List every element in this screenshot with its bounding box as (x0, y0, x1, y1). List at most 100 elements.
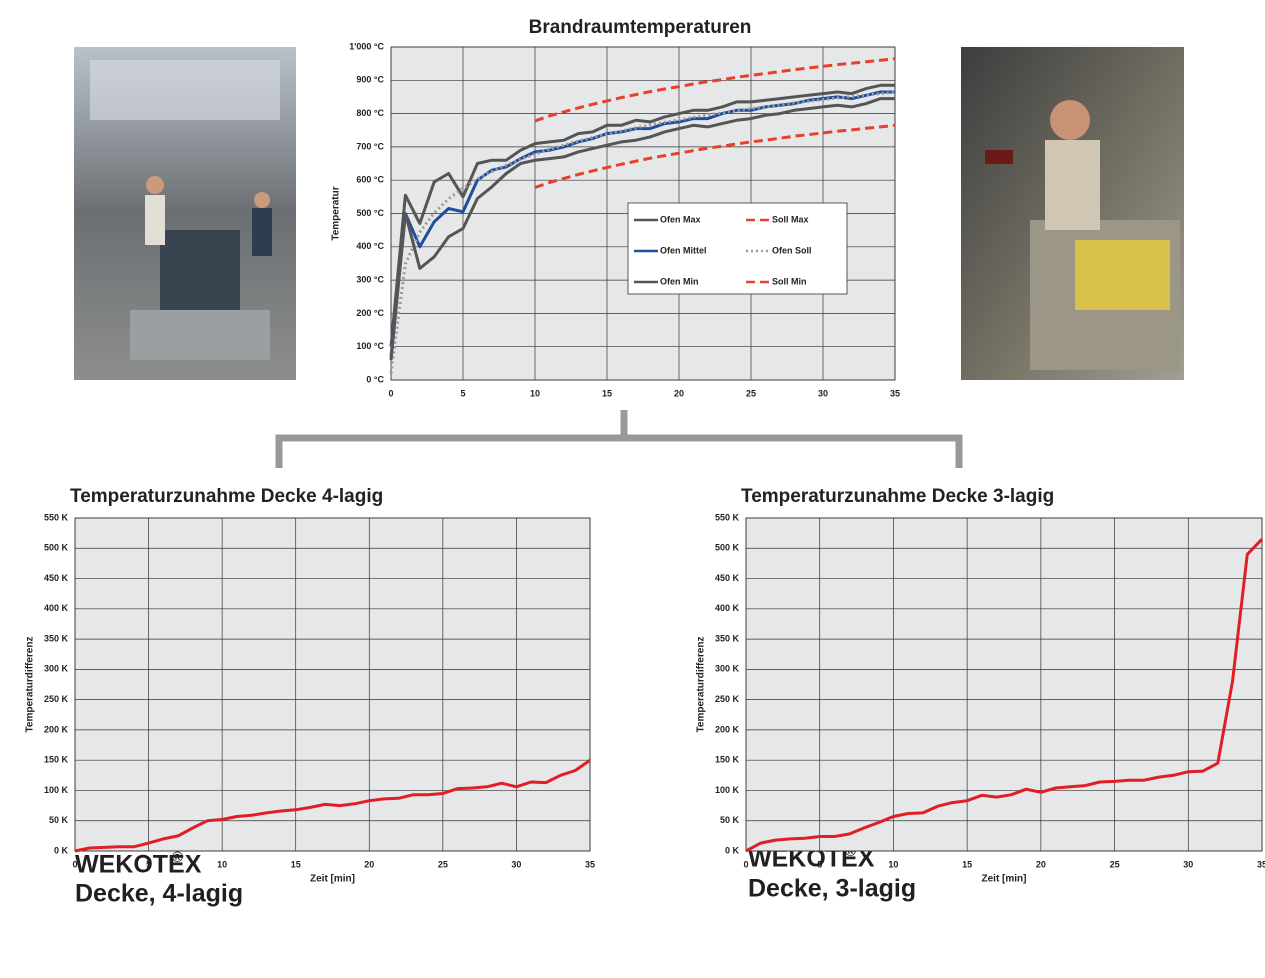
y-tick-label: 200 °C (356, 308, 384, 318)
series-line (389, 97, 895, 361)
x-tick-label: 25 (1110, 859, 1120, 869)
x-tick-label: 15 (602, 388, 612, 398)
y-tick-label: 300 °C (356, 274, 384, 284)
x-tick-label: 0 (388, 388, 393, 398)
legend-label: Ofen Min (660, 276, 699, 286)
x-tick-label: 25 (746, 388, 756, 398)
x-tick-label: 10 (530, 388, 540, 398)
y-tick-label: 300 K (715, 664, 740, 674)
series-line (389, 83, 895, 347)
x-tick-label: 5 (146, 859, 151, 869)
legend-label: Ofen Mittel (660, 245, 707, 255)
chart-title: Brandraumtemperaturen (529, 17, 752, 38)
y-axis-label: Temperaturdifferenz (696, 637, 707, 733)
legend-box (627, 202, 848, 295)
x-tick-label: 20 (674, 388, 684, 398)
y-tick-label: 600 °C (356, 175, 384, 185)
y-tick-label: 350 K (44, 633, 69, 643)
x-tick-label: 35 (890, 388, 900, 398)
x-tick-label: 30 (1183, 859, 1193, 869)
y-tick-label: 50 K (49, 815, 69, 825)
x-tick-label: 10 (888, 859, 898, 869)
y-tick-label: 300 K (44, 664, 69, 674)
plot-area (75, 518, 590, 851)
caption-label: Decke, 4-lagig (75, 880, 243, 908)
x-tick-label: 35 (585, 859, 595, 869)
y-tick-label: 500 °C (356, 208, 384, 218)
chart: 0 K 50 K 100 K 150 K 200 K 250 K 300 K 350 K 400… (696, 486, 1265, 885)
y-tick-label: 700 °C (356, 141, 384, 151)
x-tick-label: 20 (364, 859, 374, 869)
caption: WEKOTEX ® Decke, 4-lagig (75, 849, 243, 908)
plot-border (74, 517, 591, 852)
y-tick-label: 150 K (715, 755, 740, 765)
plot-border (745, 517, 1263, 852)
y-axis-label: Temperatur (331, 186, 342, 240)
y-tick-label: 900 °C (356, 75, 384, 85)
legend-label: Soll Min (772, 276, 807, 286)
plot-border (390, 46, 896, 381)
chart: 0 °C 100 °C 200 °C 300 °C 400 °C 500 °C 600 °C… (331, 17, 900, 398)
y-tick-label: 350 K (715, 633, 740, 643)
y-tick-label: 0 K (725, 845, 740, 855)
y-tick-label: 500 K (715, 543, 740, 553)
photo-worker (961, 47, 1184, 380)
series-line (74, 758, 591, 853)
y-axis-label: Temperaturdifferenz (25, 637, 36, 733)
legend: Ofen Max Soll Max Ofen Mittel Ofen Soll Ofen… (627, 202, 848, 295)
y-tick-label: 100 K (44, 785, 69, 795)
y-tick-label: 250 K (715, 694, 740, 704)
x-tick-label: 0 (72, 859, 77, 869)
series-line (534, 123, 896, 189)
x-tick-label: 10 (217, 859, 227, 869)
y-tick-label: 400 K (715, 603, 740, 613)
series-line (389, 90, 895, 357)
photo-furnace (74, 47, 296, 380)
y-tick-label: 450 K (44, 573, 69, 583)
legend-label: Soll Max (772, 214, 809, 224)
legend-label: Ofen Max (660, 214, 701, 224)
y-tick-label: 100 °C (356, 341, 384, 351)
y-tick-label: 450 K (715, 573, 740, 583)
x-tick-label: 5 (817, 859, 822, 869)
y-tick-label: 550 K (44, 512, 69, 522)
x-axis-label: Zeit [min] (310, 874, 355, 885)
plot-area (746, 518, 1262, 851)
chart-title: Temperaturzunahme Decke 3-lagig (741, 486, 1054, 507)
chart: 0 K 50 K 100 K 150 K 200 K 250 K 300 K 350 K 400… (25, 486, 595, 885)
caption-mark: ® (845, 843, 856, 860)
y-tick-label: 200 K (715, 724, 740, 734)
caption-brand: WEKOTEX (75, 851, 202, 879)
x-tick-label: 15 (962, 859, 972, 869)
x-tick-label: 15 (291, 859, 301, 869)
y-tick-label: 550 K (715, 512, 740, 522)
y-tick-label: 150 K (44, 755, 69, 765)
y-tick-label: 400 K (44, 603, 69, 613)
y-tick-label: 0 K (54, 845, 69, 855)
series-line (745, 538, 1264, 853)
y-tick-label: 1'000 °C (349, 41, 384, 51)
y-tick-label: 800 °C (356, 108, 384, 118)
y-tick-label: 400 °C (356, 241, 384, 251)
x-tick-label: 25 (438, 859, 448, 869)
connector-bracket (275, 410, 963, 468)
x-tick-label: 30 (511, 859, 521, 869)
y-tick-label: 50 K (720, 815, 740, 825)
y-tick-label: 200 K (44, 724, 69, 734)
y-tick-label: 250 K (44, 694, 69, 704)
series-line (389, 90, 896, 374)
x-tick-label: 20 (1036, 859, 1046, 869)
x-tick-label: 5 (460, 388, 465, 398)
chart-title: Temperaturzunahme Decke 4-lagig (70, 486, 383, 507)
x-tick-label: 35 (1257, 859, 1265, 869)
x-axis-label: Zeit [min] (982, 874, 1027, 885)
y-tick-label: 0 °C (366, 374, 384, 384)
caption-mark: ® (172, 849, 183, 866)
series-line (534, 57, 896, 123)
y-tick-label: 100 K (715, 785, 740, 795)
x-tick-label: 30 (818, 388, 828, 398)
caption: WEKOTEX ® Decke, 3-lagig (748, 843, 916, 903)
caption-label: Decke, 3-lagig (748, 875, 916, 903)
legend-label: Ofen Soll (772, 245, 812, 255)
